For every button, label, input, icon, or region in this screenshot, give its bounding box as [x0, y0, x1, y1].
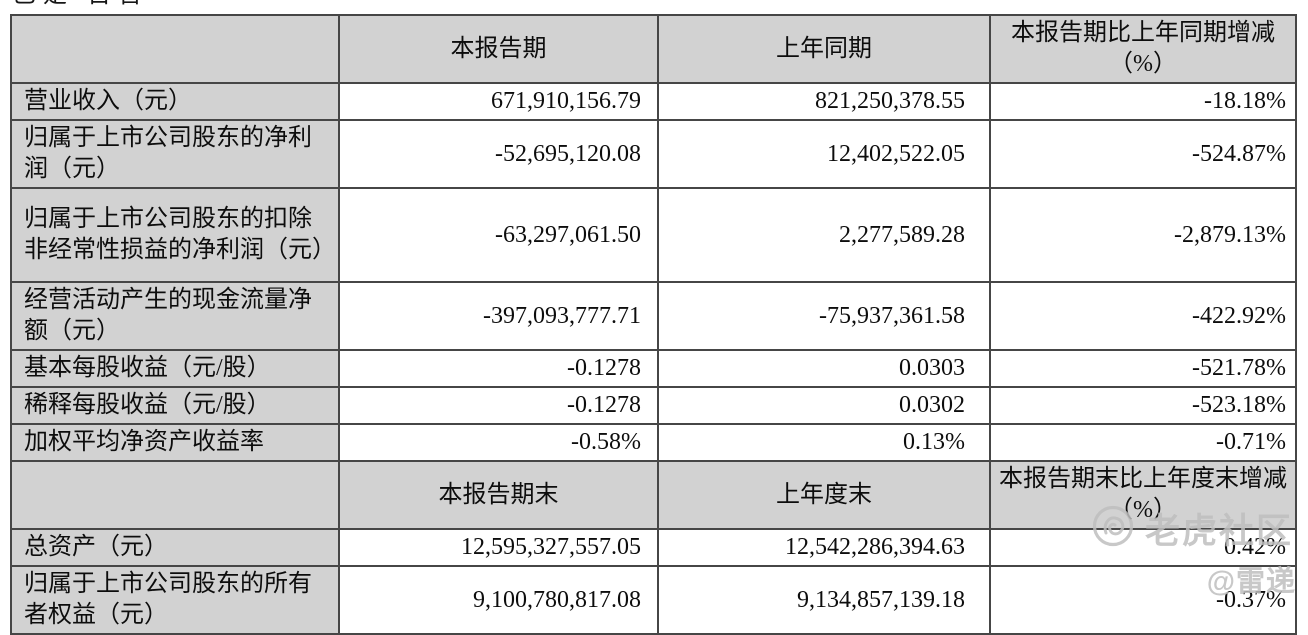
col-header-period-change: 本报告期比上年同期增减 （%） [989, 14, 1297, 84]
row-label: 归属于上市公司股东的净利润（元） [10, 119, 340, 189]
row-label: 归属于上市公司股东的扣除非经常性损益的净利润（元） [10, 187, 340, 283]
value-prior: -75,937,361.58 [657, 281, 991, 351]
table-row-net-profit: 归属于上市公司股东的净利润（元） -52,695,120.08 12,402,5… [10, 119, 1297, 189]
header-blank-cell [10, 460, 340, 530]
value-change: -521.78% [989, 349, 1297, 388]
table-row-weighted-avg-roe: 加权平均净资产收益率 -0.58% 0.13% -0.71% [10, 423, 1297, 462]
col-header-period-end-change: 本报告期末比上年度末增减 （%） [989, 460, 1297, 530]
table-row-diluted-eps: 稀释每股收益（元/股） -0.1278 0.0302 -523.18% [10, 386, 1297, 425]
value-current: 9,100,780,817.08 [338, 565, 659, 635]
value-prior: 0.0303 [657, 349, 991, 388]
table-header-row-period: 本报告期 上年同期 本报告期比上年同期增减 （%） [10, 14, 1297, 84]
value-prior: 12,402,522.05 [657, 119, 991, 189]
value-change: -0.37% [989, 565, 1297, 635]
col-header-prior-year-end: 上年度末 [657, 460, 991, 530]
value-change: -2,879.13% [989, 187, 1297, 283]
value-prior: 12,542,286,394.63 [657, 528, 991, 567]
value-change: -18.18% [989, 82, 1297, 121]
value-current: -63,297,061.50 [338, 187, 659, 283]
table-row-operating-cash-flow: 经营活动产生的现金流量净额（元） -397,093,777.71 -75,937… [10, 281, 1297, 351]
cropped-text-fragment: 已是 百告 [12, 0, 272, 9]
row-label: 加权平均净资产收益率 [10, 423, 340, 462]
article-screenshot: { "page": { "cropped_top_text": "已是 百告" … [10, 0, 1297, 635]
value-change: -524.87% [989, 119, 1297, 189]
financial-summary-table: 本报告期 上年同期 本报告期比上年同期增减 （%） 营业收入（元） 671,91… [10, 14, 1297, 635]
value-prior: 821,250,378.55 [657, 82, 991, 121]
row-label: 归属于上市公司股东的所有者权益（元） [10, 565, 340, 635]
value-change: -422.92% [989, 281, 1297, 351]
value-current: -0.58% [338, 423, 659, 462]
table-row-total-assets: 总资产（元） 12,595,327,557.05 12,542,286,394.… [10, 528, 1297, 567]
value-current: -52,695,120.08 [338, 119, 659, 189]
row-label: 经营活动产生的现金流量净额（元） [10, 281, 340, 351]
table-header-row-period-end: 本报告期末 上年度末 本报告期末比上年度末增减 （%） [10, 460, 1297, 530]
cropped-text: 已是 百告 [12, 0, 272, 7]
row-label: 营业收入（元） [10, 82, 340, 121]
value-prior: 0.0302 [657, 386, 991, 425]
row-label: 基本每股收益（元/股） [10, 349, 340, 388]
col-header-prior-period: 上年同期 [657, 14, 991, 84]
value-change: -0.71% [989, 423, 1297, 462]
row-label: 总资产（元） [10, 528, 340, 567]
value-prior: 9,134,857,139.18 [657, 565, 991, 635]
col-header-current-period: 本报告期 [338, 14, 659, 84]
value-change: -523.18% [989, 386, 1297, 425]
value-prior: 2,277,589.28 [657, 187, 991, 283]
value-current: 671,910,156.79 [338, 82, 659, 121]
value-current: 12,595,327,557.05 [338, 528, 659, 567]
table-row-net-profit-excl-nonrecurring: 归属于上市公司股东的扣除非经常性损益的净利润（元） -63,297,061.50… [10, 187, 1297, 283]
value-prior: 0.13% [657, 423, 991, 462]
row-label: 稀释每股收益（元/股） [10, 386, 340, 425]
table-row-revenue: 营业收入（元） 671,910,156.79 821,250,378.55 -1… [10, 82, 1297, 121]
col-header-current-period-end: 本报告期末 [338, 460, 659, 530]
table-row-basic-eps: 基本每股收益（元/股） -0.1278 0.0303 -521.78% [10, 349, 1297, 388]
table-row-shareholders-equity: 归属于上市公司股东的所有者权益（元） 9,100,780,817.08 9,13… [10, 565, 1297, 635]
value-current: -0.1278 [338, 349, 659, 388]
value-change: 0.42% [989, 528, 1297, 567]
header-blank-cell [10, 14, 340, 84]
value-current: -0.1278 [338, 386, 659, 425]
value-current: -397,093,777.71 [338, 281, 659, 351]
